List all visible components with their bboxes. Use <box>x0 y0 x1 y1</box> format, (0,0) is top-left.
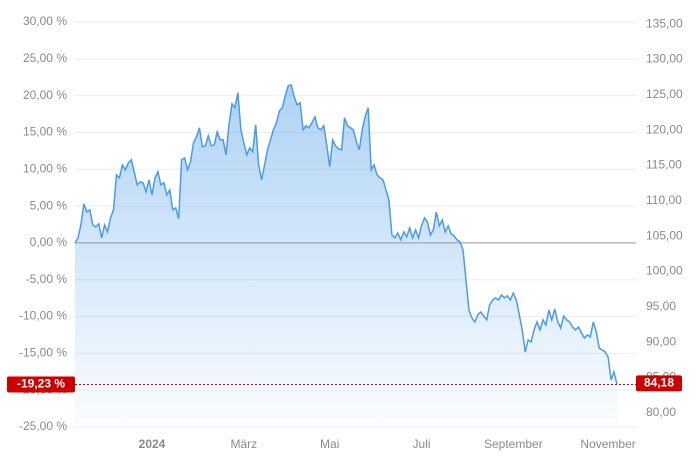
y-tick-label: 0,00 % <box>30 235 68 249</box>
y2-tick-label: 100,00 <box>646 264 683 278</box>
y-tick-label: -15,00 % <box>19 346 67 360</box>
y2-tick-label: 95,00 <box>646 299 676 313</box>
price-label: 84,18 <box>644 375 674 389</box>
x-tick-label: März <box>230 437 257 451</box>
line <box>74 83 618 385</box>
x-tick-label: Mai <box>320 437 339 451</box>
current-label: -19,23 % <box>17 377 65 391</box>
y-tick-label: 10,00 % <box>23 161 67 175</box>
y2-tick-label: 135,00 <box>646 16 683 30</box>
x-tick-label: Juli <box>413 437 431 451</box>
y2-tick-label: 80,00 <box>646 405 676 419</box>
x-tick-label: September <box>484 437 543 451</box>
x-tick-label: November <box>580 437 635 451</box>
y-tick-label: 30,00 % <box>23 14 67 28</box>
y2-tick-label: 90,00 <box>646 334 676 348</box>
y-tick-label: 15,00 % <box>23 125 67 139</box>
y2-tick-label: 120,00 <box>646 122 683 136</box>
current-tag <box>7 376 75 393</box>
y-tick-label: 20,00 % <box>23 88 67 102</box>
area <box>75 84 617 428</box>
y-tick-label: 25,00 % <box>23 51 67 65</box>
y-tick-label: -5,00 % <box>26 272 68 286</box>
y-tick-label: -10,00 % <box>19 309 67 323</box>
y-tick-label: -25,00 % <box>19 419 67 433</box>
y2-tick-label: 125,00 <box>646 87 683 101</box>
y2-tick-label: 105,00 <box>646 228 683 242</box>
y2-tick-label: 130,00 <box>646 52 683 66</box>
y2-tick-label: 115,00 <box>646 158 682 172</box>
price-tag <box>636 375 682 392</box>
y2-tick-label: 110,00 <box>646 193 682 207</box>
x-tick-label: 2024 <box>139 437 166 451</box>
y-tick-label: 5,00 % <box>30 198 68 212</box>
